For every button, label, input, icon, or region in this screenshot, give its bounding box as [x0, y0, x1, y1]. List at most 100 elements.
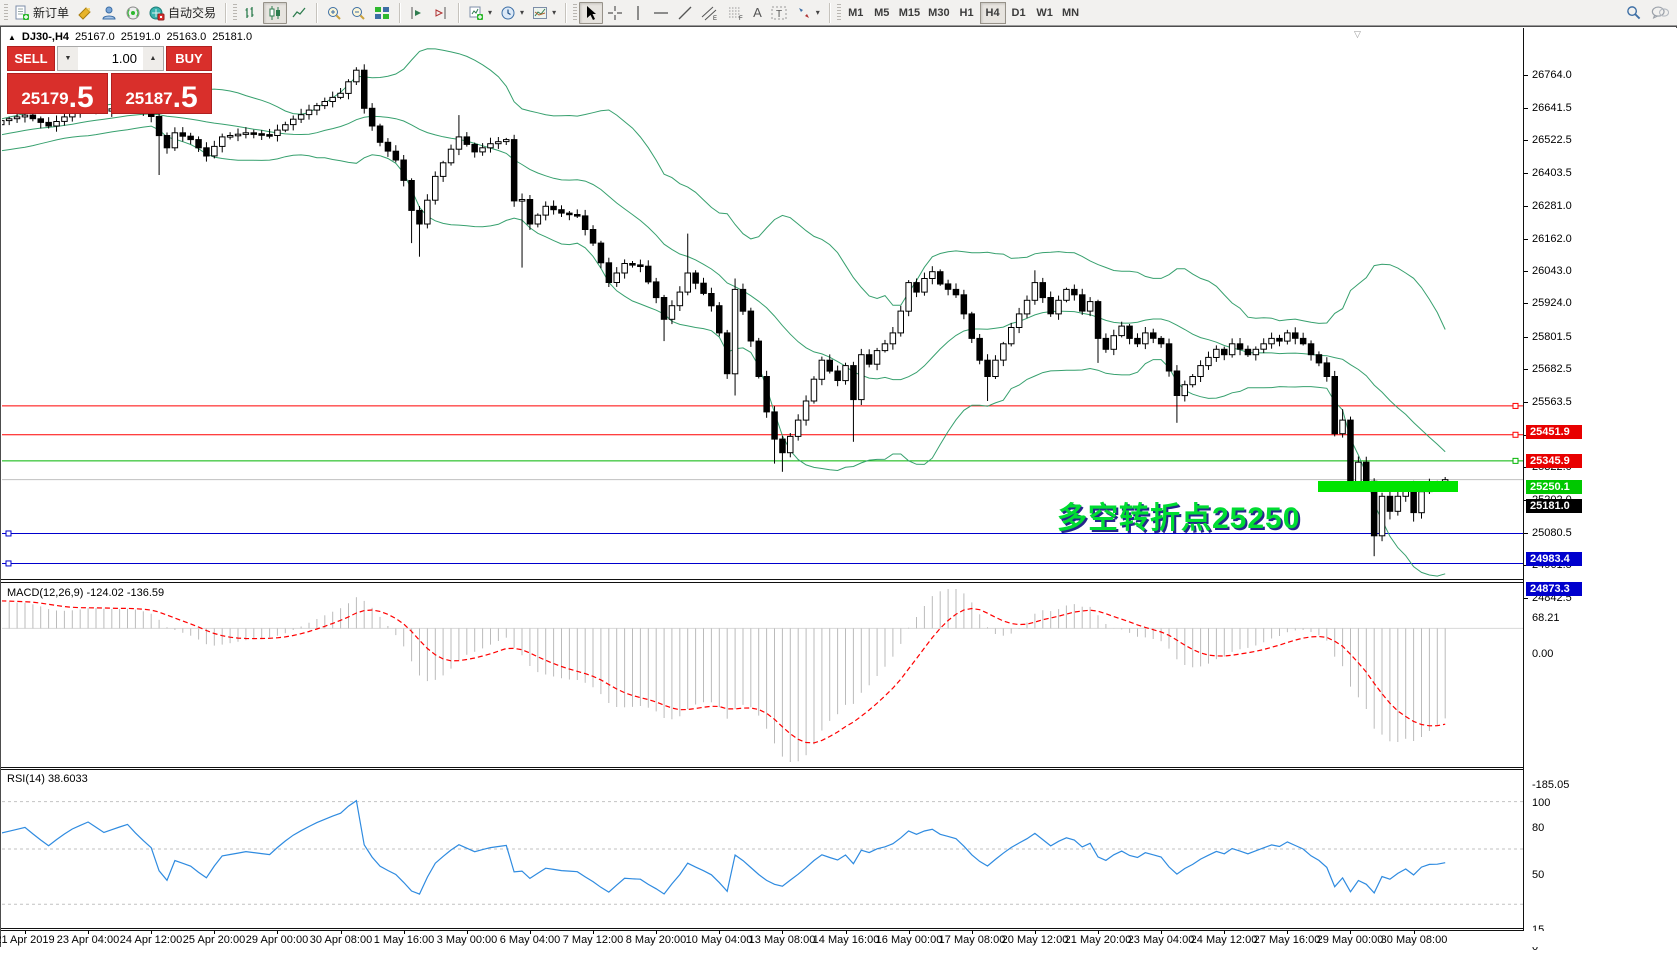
templates-button[interactable]: ▾ — [528, 2, 560, 24]
time-tick-mark — [972, 931, 973, 934]
trendline-icon — [678, 6, 692, 19]
bar-chart-button[interactable] — [239, 2, 263, 24]
text-button[interactable]: A — [749, 2, 766, 24]
buy-price-box[interactable]: 25187 .5 — [111, 73, 212, 114]
timeframe-button-h4[interactable]: H4 — [979, 1, 1006, 24]
timeframe-button-m15[interactable]: M15 — [898, 6, 921, 19]
time-tick-mark — [25, 931, 26, 934]
buy-button[interactable]: BUY — [166, 46, 212, 71]
line-chart-button[interactable] — [287, 2, 311, 24]
volume-decrease-button[interactable]: ▼ — [58, 47, 78, 70]
time-tick-mark — [151, 931, 152, 934]
signals-button[interactable] — [121, 2, 145, 24]
auto-scroll-icon — [411, 6, 422, 19]
rsi-panel[interactable] — [2, 770, 1523, 928]
panel-divider[interactable] — [1, 579, 1677, 583]
chat-icon[interactable] — [1651, 5, 1669, 20]
history-center-button[interactable] — [73, 2, 97, 24]
autotrade-icon — [149, 6, 165, 20]
cursor-button[interactable] — [579, 1, 604, 24]
annotation-text[interactable]: 多空转折点25250 — [1057, 502, 1301, 535]
line-handle[interactable] — [1512, 431, 1519, 438]
chart-shift-button[interactable] — [429, 2, 453, 24]
price-tick-mark — [1524, 402, 1528, 403]
price-tick-label: 25563.5 — [1532, 396, 1572, 408]
horizontal-line-button[interactable] — [649, 2, 673, 24]
line-handle[interactable] — [5, 560, 12, 567]
trendline-button[interactable] — [673, 2, 697, 24]
strategy-tester-button[interactable] — [97, 2, 121, 24]
main-price-chart[interactable] — [2, 28, 1523, 579]
timeframe-button-w1[interactable]: W1 — [1036, 6, 1053, 19]
line-handle[interactable] — [1512, 402, 1519, 409]
highlight-bar[interactable] — [1318, 481, 1458, 492]
time-tick-mark — [1287, 931, 1288, 934]
rsi-line — [2, 799, 1446, 895]
time-tick-label: 8 May 20:00 — [625, 934, 687, 946]
vertical-line-button[interactable] — [627, 2, 649, 24]
candles-layer[interactable] — [2, 64, 1449, 557]
price-tag: 25345.9 — [1526, 454, 1582, 468]
auto-scroll-button[interactable] — [405, 2, 429, 24]
sell-button[interactable]: SELL — [7, 46, 55, 71]
timeframe-button-h1[interactable]: H1 — [959, 6, 974, 19]
signal-icon — [126, 6, 140, 19]
time-tick-mark — [1161, 931, 1162, 934]
crosshair-button[interactable] — [603, 2, 627, 24]
panel-divider[interactable] — [1, 767, 1677, 770]
equidistant-channel-button[interactable]: E — [697, 2, 723, 24]
sell-price-frac: .5 — [68, 81, 94, 114]
macd-scale-top: 68.21 — [1532, 612, 1560, 624]
time-tick-mark — [1414, 931, 1415, 934]
new-order-button[interactable]: 新订单 — [10, 2, 73, 24]
gold-arrow-icon — [78, 6, 91, 20]
collapse-arrow-icon[interactable]: ▲ — [8, 32, 16, 42]
price-tick-mark — [1524, 239, 1528, 240]
price-tick-mark — [1524, 173, 1528, 174]
volume-field[interactable]: 1.00 — [111, 51, 137, 66]
autotrade-button[interactable]: 自动交易 — [145, 2, 220, 24]
search-icon[interactable] — [1626, 5, 1641, 20]
zoom-out-button[interactable] — [346, 2, 370, 24]
label-button[interactable]: T — [766, 2, 792, 24]
macd-panel[interactable] — [2, 584, 1523, 767]
sell-price-box[interactable]: 25179 .5 — [7, 73, 108, 114]
channel-icon: E — [701, 6, 717, 21]
chart-shift-marker[interactable]: ▽ — [1354, 29, 1361, 39]
time-tick-label: 10 May 04:00 — [685, 934, 753, 946]
toolbar-group-chart-type — [229, 0, 313, 26]
time-axis[interactable]: 21 Apr 2019 23 Apr 04:00 24 Apr 12:00 25 Ap… — [0, 931, 1677, 947]
toolbar-grip — [573, 3, 578, 22]
buy-price-main: 25187 — [125, 89, 173, 108]
price-tick-mark — [1524, 108, 1528, 109]
timeframe-button-m1[interactable]: M1 — [848, 6, 864, 19]
profiles-button[interactable]: ▾ — [496, 2, 528, 24]
timeframe-button-d1[interactable]: D1 — [1011, 6, 1026, 19]
arrows-button[interactable]: ▾ — [792, 2, 824, 24]
price-axis[interactable]: 26764.0 26641.5 26522.5 26403.5 26281.0 26162… — [1523, 28, 1677, 953]
timeframe-button-m5[interactable]: M5 — [874, 6, 890, 19]
line-handle[interactable] — [5, 530, 12, 537]
toolbar-separator — [565, 2, 567, 23]
fibonacci-button[interactable]: F — [723, 2, 749, 24]
price-tick-mark — [1524, 271, 1528, 272]
dropdown-caret: ▾ — [520, 8, 525, 17]
new-chart-button[interactable]: ▾ — [464, 2, 496, 24]
line-handle[interactable] — [1512, 457, 1519, 464]
candlestick-chart-button[interactable] — [263, 1, 288, 24]
timeframe-button-m30[interactable]: M30 — [928, 6, 950, 19]
time-tick-mark — [277, 931, 278, 934]
dropdown-caret: ▾ — [815, 8, 820, 17]
toolbar-right — [1626, 5, 1677, 20]
tile-windows-button[interactable] — [370, 2, 394, 24]
zoom-in-button[interactable] — [322, 2, 346, 24]
timeframe-button-mn[interactable]: MN — [1062, 6, 1080, 19]
profile-icon — [102, 6, 116, 19]
ohlc-low: 25163.0 — [166, 31, 207, 43]
price-tick-mark — [1524, 75, 1528, 76]
rsi-scale-label: 80 — [1532, 822, 1545, 834]
volume-increase-button[interactable]: ▲ — [143, 47, 163, 70]
time-tick-mark — [1098, 931, 1099, 934]
time-tick-label: 29 Apr 00:00 — [245, 934, 309, 946]
toolbar-grip — [233, 3, 238, 22]
